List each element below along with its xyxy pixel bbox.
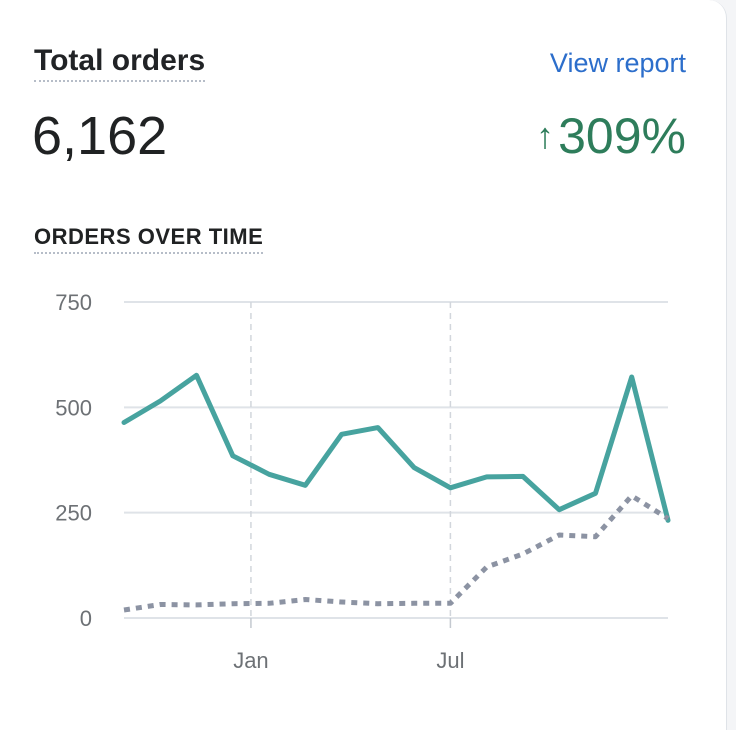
x-tick-label: Jan [233,648,268,673]
y-tick-label: 250 [55,501,92,526]
change-indicator: ↑ 309% [536,106,686,166]
x-tick-label: Jul [436,648,464,673]
orders-over-time-title[interactable]: ORDERS OVER TIME [34,224,264,254]
x-axis-ticks: Jan Jul [233,648,464,673]
chart-grid [124,301,668,628]
y-tick-label: 750 [55,290,92,315]
orders-line-chart[interactable]: 0 250 500 750 Jan Jul [0,270,726,690]
change-percent: 309% [558,108,686,164]
chart-series [121,372,671,613]
view-report-link[interactable]: View report [549,48,686,78]
y-tick-label: 500 [55,395,92,420]
y-tick-label: 0 [80,606,92,631]
arrow-up-icon: ↑ [536,115,555,156]
total-orders-value: 6,162 [32,106,168,166]
card-title[interactable]: Total orders [34,44,206,82]
y-axis-ticks: 0 250 500 750 [55,290,92,631]
series-line-current [121,372,671,523]
